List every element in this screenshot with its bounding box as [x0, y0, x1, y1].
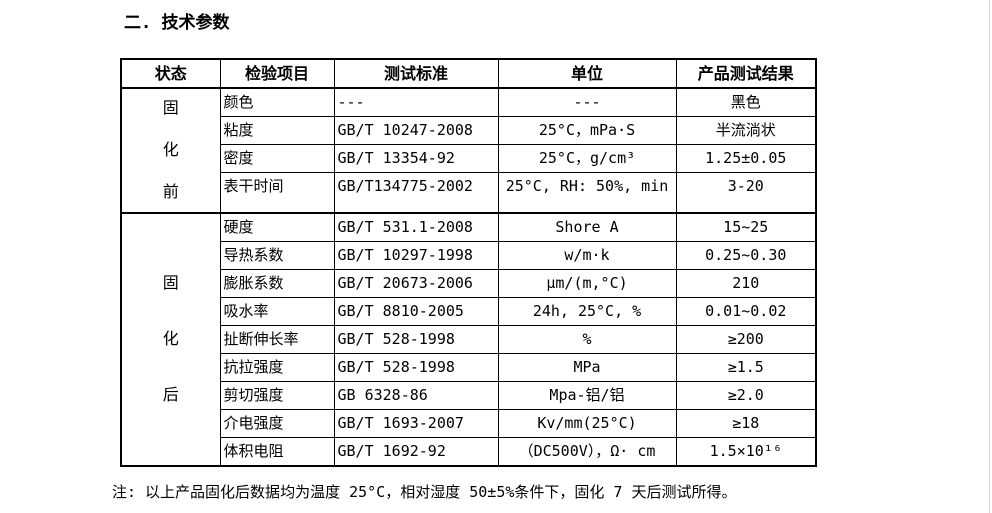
- cell-standard: GB/T 528-1998: [333, 352, 499, 382]
- state-char: 前: [162, 182, 179, 202]
- footnote: 注: 以上产品固化后数据均为温度 25°C，相对湿度 50±5%条件下，固化 7…: [112, 483, 737, 501]
- cell-standard: GB/T 8810-2005: [333, 296, 499, 326]
- cell-result: 0.01~0.02: [675, 296, 817, 326]
- cell-item: 膨胀系数: [219, 268, 335, 298]
- state-label-vertical: 固 化 后: [122, 215, 219, 465]
- table-row: 剪切强度 GB 6328-86 Mpa-铝/铝 ≥2.0: [121, 380, 817, 410]
- cell-unit: 25°C，g/cm³: [497, 144, 677, 173]
- page-edge-divider: [989, 0, 990, 513]
- cell-standard: GB/T134775-2002: [333, 172, 499, 213]
- table-row: 吸水率 GB/T 8810-2005 24h, 25°C, % 0.01~0.0…: [121, 296, 817, 326]
- cell-unit: 24h, 25°C, %: [497, 296, 677, 326]
- cell-item: 吸水率: [219, 296, 335, 326]
- cell-item: 密度: [219, 144, 335, 173]
- cell-unit: w/m·k: [497, 240, 677, 270]
- column-header-result: 产品测试结果: [675, 58, 817, 89]
- cell-item: 颜色: [219, 87, 335, 117]
- table-row: 介电强度 GB/T 1693-2007 Kv/mm(25°C) ≥18: [121, 408, 817, 438]
- cell-standard: GB/T 1693-2007: [333, 408, 499, 438]
- state-cell-after-curing: 固 化 后: [120, 211, 221, 466]
- cell-item: 抗拉强度: [219, 352, 335, 382]
- table-row: 扯断伸长率 GB/T 528-1998 % ≥200: [121, 324, 817, 354]
- cell-result: ≥200: [675, 324, 817, 354]
- cell-unit: μm/(m,°C): [497, 268, 677, 298]
- cell-standard: GB/T 10297-1998: [333, 240, 499, 270]
- cell-result: ≥2.0: [675, 380, 817, 410]
- spec-table: 状态 检验项目 测试标准 单位 产品测试结果 固 化 前 颜色 --- ---: [120, 58, 817, 467]
- cell-standard: GB/T 20673-2006: [333, 268, 499, 298]
- cell-result: 0.25~0.30: [675, 240, 817, 270]
- column-header-state: 状态: [120, 58, 221, 89]
- cell-unit: %: [497, 324, 677, 354]
- cell-unit: MPa: [497, 352, 677, 382]
- state-char: 固: [162, 273, 179, 292]
- cell-unit: Kv/mm(25°C): [497, 408, 677, 438]
- cell-result: 半流淌状: [675, 116, 817, 145]
- table-header-row: 状态 检验项目 测试标准 单位 产品测试结果: [120, 58, 817, 89]
- cell-result: ≥1.5: [675, 352, 817, 382]
- cell-standard: GB/T 528-1998: [333, 324, 499, 354]
- state-char: 固: [162, 98, 179, 118]
- cell-result: 15~25: [675, 211, 817, 242]
- cell-standard: GB/T 531.1-2008: [333, 211, 499, 242]
- table-row: 表干时间 GB/T134775-2002 25°C, RH: 50%, min …: [121, 172, 817, 213]
- cell-result: 210: [675, 268, 817, 298]
- cell-result: 黑色: [675, 87, 817, 117]
- column-header-unit: 单位: [497, 58, 677, 89]
- cell-item: 导热系数: [219, 240, 335, 270]
- cell-standard: GB/T 1692-92: [333, 436, 499, 466]
- section-title: 二. 技术参数: [124, 13, 230, 33]
- cell-result: 1.5×10¹⁶: [675, 436, 817, 466]
- cell-standard: GB/T 10247-2008: [333, 116, 499, 145]
- table-row: 固 化 前 颜色 --- --- 黑色: [120, 87, 817, 213]
- table-row: 密度 GB/T 13354-92 25°C，g/cm³ 1.25±0.05: [121, 144, 817, 173]
- cell-unit: Shore A: [497, 211, 677, 242]
- cell-result: 3-20: [675, 172, 817, 213]
- cell-result: 1.25±0.05: [675, 144, 817, 173]
- cell-standard: GB 6328-86: [333, 380, 499, 410]
- cell-unit: （DC500V），Ω· cm: [497, 436, 677, 466]
- cell-item: 介电强度: [219, 408, 335, 438]
- column-header-standard: 测试标准: [333, 58, 499, 89]
- state-cell-before-curing: 固 化 前: [120, 87, 221, 213]
- table-row: 体积电阻 GB/T 1692-92 （DC500V），Ω· cm 1.5×10¹…: [121, 436, 817, 466]
- cell-standard: ---: [333, 87, 499, 117]
- cell-item: 剪切强度: [219, 380, 335, 410]
- table-row: 抗拉强度 GB/T 528-1998 MPa ≥1.5: [121, 352, 817, 382]
- table-row: 粘度 GB/T 10247-2008 25°C，mPa·S 半流淌状: [121, 116, 817, 145]
- cell-unit: Mpa-铝/铝: [497, 380, 677, 410]
- column-header-item: 检验项目: [219, 58, 335, 89]
- table-row: 导热系数 GB/T 10297-1998 w/m·k 0.25~0.30: [121, 240, 817, 270]
- cell-unit: 25°C，mPa·S: [497, 116, 677, 145]
- cell-unit: ---: [497, 87, 677, 117]
- table-row: 膨胀系数 GB/T 20673-2006 μm/(m,°C) 210: [121, 268, 817, 298]
- cell-item: 硬度: [219, 211, 335, 242]
- state-label-vertical: 固 化 前: [122, 89, 219, 211]
- cell-item: 表干时间: [219, 172, 335, 213]
- cell-unit: 25°C, RH: 50%, min: [497, 172, 677, 213]
- cell-standard: GB/T 13354-92: [333, 144, 499, 173]
- cell-result: ≥18: [675, 408, 817, 438]
- cell-item: 体积电阻: [219, 436, 335, 466]
- table-row: 固 化 后 硬度 GB/T 531.1-2008 Shore A 15~25: [120, 211, 817, 466]
- state-char: 化: [162, 329, 179, 348]
- cell-item: 粘度: [219, 116, 335, 145]
- state-char: 化: [162, 140, 179, 160]
- cell-item: 扯断伸长率: [219, 324, 335, 354]
- state-char: 后: [162, 385, 179, 404]
